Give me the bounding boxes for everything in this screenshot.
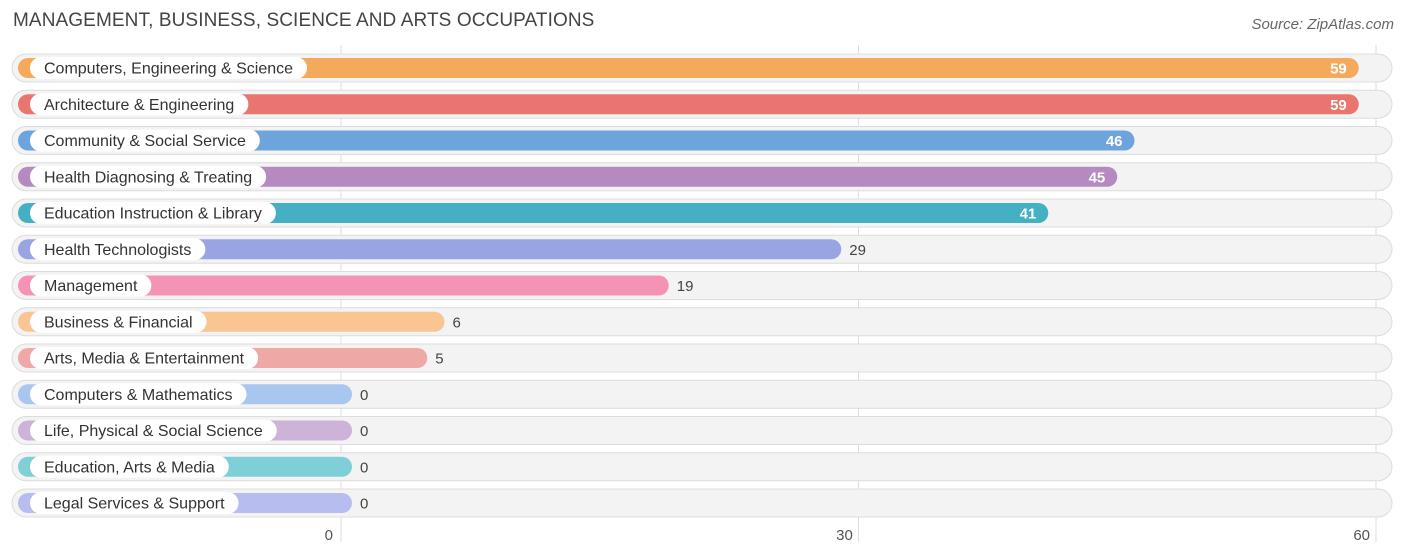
data-label: 0 [360, 459, 368, 476]
data-label: 6 [453, 314, 461, 331]
data-label: 0 [360, 423, 368, 440]
data-label: 59 [1330, 61, 1347, 78]
bar [18, 94, 1359, 115]
category-label: Arts, Media & Entertainment [44, 351, 245, 368]
category-label: Computers, Engineering & Science [44, 61, 293, 78]
category-label: Life, Physical & Social Science [44, 423, 263, 440]
category-label-pill [30, 455, 229, 478]
category-label: Business & Financial [44, 314, 193, 331]
x-tick-label: 0 [325, 527, 333, 544]
category-label: Legal Services & Support [44, 496, 225, 513]
data-label: 59 [1330, 97, 1347, 114]
category-label: Education, Arts & Media [44, 459, 215, 476]
category-label-pill [30, 310, 207, 333]
category-label-pill [30, 93, 249, 116]
data-label: 5 [435, 351, 443, 368]
chart-source: Source: ZipAtlas.com [1251, 16, 1394, 33]
row-track [11, 379, 1393, 409]
bar [18, 203, 1049, 223]
x-tick-label: 60 [1353, 527, 1370, 544]
category-label-pill [30, 347, 259, 369]
bar [18, 239, 842, 260]
category-label: Health Diagnosing & Treating [44, 169, 252, 186]
bar [18, 58, 1359, 78]
data-label: 19 [677, 278, 694, 295]
category-label: Education Instruction & Library [44, 206, 262, 223]
category-label: Management [44, 278, 138, 295]
category-label-pill [30, 274, 152, 297]
category-label-pill [30, 129, 260, 152]
bar [18, 275, 669, 296]
data-label: 45 [1089, 169, 1106, 186]
row-track [11, 416, 1393, 445]
data-label: 29 [849, 242, 866, 259]
category-label-pill [30, 419, 277, 442]
row-track [11, 452, 1393, 482]
category-label-pill [30, 165, 267, 188]
data-label: 46 [1106, 133, 1123, 150]
category-label-pill [30, 202, 276, 224]
category-label-pill [30, 383, 247, 406]
bar [18, 166, 1118, 187]
category-label-pill [30, 492, 239, 514]
category-label: Health Technologists [44, 242, 191, 259]
category-label: Computers & Mathematics [44, 387, 233, 404]
data-label: 0 [360, 496, 368, 513]
data-label: 41 [1020, 206, 1037, 223]
category-label: Architecture & Engineering [44, 97, 234, 114]
chart-title: MANAGEMENT, BUSINESS, SCIENCE AND ARTS O… [13, 10, 595, 31]
data-label: 0 [360, 387, 368, 404]
category-label-pill [30, 57, 308, 79]
category-label-pill [30, 238, 206, 261]
bar [18, 130, 1135, 151]
x-tick-label: 30 [836, 527, 853, 544]
category-label: Community & Social Service [44, 133, 246, 150]
row-track [11, 488, 1393, 518]
